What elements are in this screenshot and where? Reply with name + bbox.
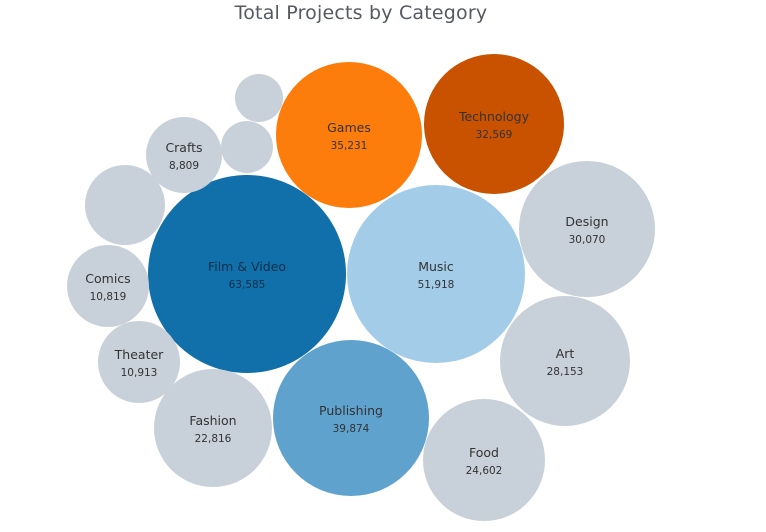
bubble-value-film-and-video: 63,585 xyxy=(229,279,266,291)
bubble-circle-crafts[interactable] xyxy=(146,117,222,193)
bubble-music[interactable]: Music 51,918 xyxy=(347,185,525,363)
bubble-design[interactable]: Design 30,070 xyxy=(519,161,655,297)
bubble-label-fashion: Fashion xyxy=(189,413,236,428)
bubble-circle-fashion[interactable] xyxy=(154,369,272,487)
bubble-film-and-video[interactable]: Film & Video 63,585 xyxy=(148,175,346,373)
bubble-circle-games[interactable] xyxy=(276,62,422,208)
bubble-unlabeled-2[interactable] xyxy=(221,121,273,173)
bubble-circle-theater[interactable] xyxy=(98,321,180,403)
bubble-label-technology: Technology xyxy=(458,109,530,124)
bubble-value-art: 28,153 xyxy=(547,366,584,378)
bubble-crafts[interactable]: Crafts 8,809 xyxy=(146,117,222,193)
bubble-circle-unlabeled-3[interactable] xyxy=(235,74,283,122)
bubble-label-food: Food xyxy=(469,445,499,460)
bubble-value-design: 30,070 xyxy=(569,234,606,246)
bubble-value-comics: 10,819 xyxy=(90,291,127,303)
bubble-label-art: Art xyxy=(556,346,575,361)
bubble-label-music: Music xyxy=(418,259,454,274)
bubble-value-publishing: 39,874 xyxy=(333,423,370,435)
bubble-circle-food[interactable] xyxy=(423,399,545,521)
bubble-label-publishing: Publishing xyxy=(319,403,383,418)
bubble-label-crafts: Crafts xyxy=(165,140,202,155)
bubble-circle-unlabeled-2[interactable] xyxy=(221,121,273,173)
bubble-value-games: 35,231 xyxy=(331,140,368,152)
bubble-unlabeled-1[interactable] xyxy=(85,165,165,245)
bubble-value-crafts: 8,809 xyxy=(169,160,199,172)
bubble-unlabeled-3[interactable] xyxy=(235,74,283,122)
bubble-games[interactable]: Games 35,231 xyxy=(276,62,422,208)
bubble-value-fashion: 22,816 xyxy=(195,433,232,445)
bubble-art[interactable]: Art 28,153 xyxy=(500,296,630,426)
bubble-label-design: Design xyxy=(565,214,608,229)
bubble-circle-comics[interactable] xyxy=(67,245,149,327)
bubble-publishing[interactable]: Publishing 39,874 xyxy=(273,340,429,496)
chart-title: Total Projects by Category xyxy=(234,2,488,24)
bubble-circle-technology[interactable] xyxy=(424,54,564,194)
bubble-circle-film-and-video[interactable] xyxy=(148,175,346,373)
bubble-circle-art[interactable] xyxy=(500,296,630,426)
bubble-circle-publishing[interactable] xyxy=(273,340,429,496)
bubble-food[interactable]: Food 24,602 xyxy=(423,399,545,521)
bubble-label-film-and-video: Film & Video xyxy=(208,259,286,274)
bubble-label-theater: Theater xyxy=(114,347,164,362)
bubble-comics[interactable]: Comics 10,819 xyxy=(67,245,149,327)
bubble-label-comics: Comics xyxy=(85,271,130,286)
bubble-value-music: 51,918 xyxy=(418,279,455,291)
bubble-value-theater: 10,913 xyxy=(121,367,158,379)
bubble-circle-unlabeled-1[interactable] xyxy=(85,165,165,245)
bubble-theater[interactable]: Theater 10,913 xyxy=(98,321,180,403)
bubble-circle-design[interactable] xyxy=(519,161,655,297)
bubble-circle-music[interactable] xyxy=(347,185,525,363)
bubble-value-food: 24,602 xyxy=(466,465,503,477)
bubble-label-games: Games xyxy=(327,120,371,135)
bubble-fashion[interactable]: Fashion 22,816 xyxy=(154,369,272,487)
bubble-technology[interactable]: Technology 32,569 xyxy=(424,54,564,194)
bubble-value-technology: 32,569 xyxy=(476,129,513,141)
